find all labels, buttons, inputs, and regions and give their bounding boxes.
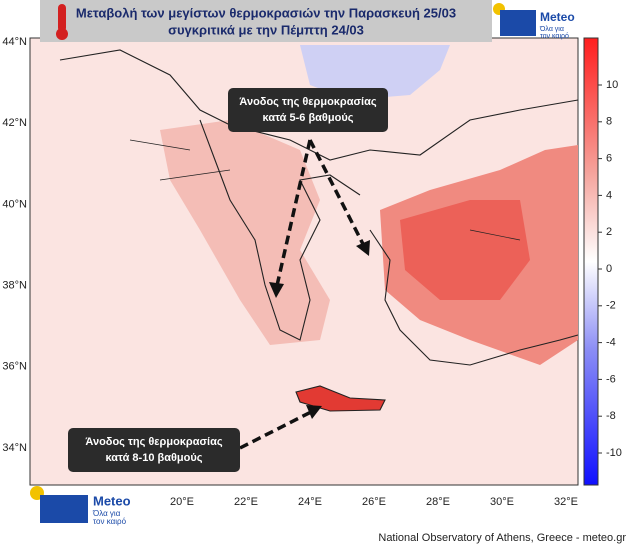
lon-label: 22°E xyxy=(234,496,258,508)
arrow xyxy=(308,139,367,249)
arrowhead xyxy=(356,240,370,256)
lon-label: 24°E xyxy=(298,496,322,508)
colorbar-label: 4 xyxy=(606,189,612,201)
arrow xyxy=(239,408,316,450)
colorbar-label: 6 xyxy=(606,153,612,165)
crete-hot xyxy=(296,386,385,411)
colorbar-label: -4 xyxy=(606,337,616,349)
footer: National Observatory of Athens, Greece -… xyxy=(378,532,626,544)
lon-label: 20°E xyxy=(170,496,194,508)
crete xyxy=(295,385,386,412)
arrowhead xyxy=(269,282,284,298)
logo-tagline: Όλα για xyxy=(539,26,564,33)
lon-label: 32°E xyxy=(554,496,578,508)
colorbar-label: -2 xyxy=(606,300,616,312)
arrow xyxy=(274,139,312,291)
colorbar-ticks: 10 8 6 4 2 0 -2 -4 -6 -8 -10 xyxy=(598,79,622,459)
lat-label: 34°N xyxy=(2,442,27,454)
colorbar-label: 8 xyxy=(606,116,612,128)
colorbar xyxy=(583,37,599,486)
thermometer-icon xyxy=(56,4,68,40)
lat-label: 42°N xyxy=(2,117,27,129)
lon-label: 26°E xyxy=(362,496,386,508)
colorbar-label: 0 xyxy=(606,263,612,275)
logo: Meteo Όλα για τον καιρό xyxy=(493,3,575,40)
lon-label: 30°E xyxy=(490,496,514,508)
lon-labels: 20°E 22°E 24°E 26°E 28°E 30°E 32°E xyxy=(170,496,578,508)
annotation: Άνοδος της θερμοκρασίας xyxy=(85,436,222,448)
title: συγκριτικά με την Πέμπτη 24/03 xyxy=(168,22,364,37)
lon-label: 28°E xyxy=(426,496,450,508)
lat-label: 40°N xyxy=(2,198,27,210)
coastline xyxy=(59,49,579,161)
lat-label: 38°N xyxy=(2,280,27,292)
border xyxy=(129,139,521,241)
logo-tagline: τον καιρό xyxy=(93,517,127,526)
colorbar-label: 10 xyxy=(606,79,618,91)
coastline xyxy=(199,119,361,341)
annotation: Άνοδος της θερμοκρασίας xyxy=(239,96,376,108)
lat-label: 44°N xyxy=(2,36,27,48)
lat-labels: 44°N 42°N 40°N 38°N 36°N 34°N xyxy=(2,36,27,454)
header-bg xyxy=(40,0,492,42)
title: Μεταβολή των μεγίστων θερμοκρασιών την Π… xyxy=(76,5,456,20)
logo-name: Meteo xyxy=(540,10,575,24)
annotation: κατά 5-6 βαθμούς xyxy=(263,112,354,124)
logo-tagline: τον καιρό xyxy=(540,32,569,40)
logo: Meteo Όλα για τον καιρό xyxy=(30,486,131,526)
logo-tagline: Όλα για xyxy=(92,509,121,518)
hot-area xyxy=(400,200,530,300)
logo-name: Meteo xyxy=(93,493,131,508)
colorbar-label: -10 xyxy=(606,447,622,459)
annotation-box xyxy=(68,428,240,472)
colorbar-label: -6 xyxy=(606,373,616,385)
colorbar-label: -8 xyxy=(606,410,616,422)
lat-label: 36°N xyxy=(2,361,27,373)
colorbar-label: 2 xyxy=(606,226,612,238)
annotation: κατά 8-10 βαθμούς xyxy=(105,452,202,464)
cool-area xyxy=(300,45,450,100)
map: 44°N 42°N 40°N 38°N 36°N 34°N 20°E 22°E 24°E 26°… xyxy=(2,36,579,508)
annotation-box xyxy=(228,88,388,132)
warm-area xyxy=(160,120,330,345)
coastline xyxy=(369,229,579,366)
arrowhead xyxy=(306,405,322,419)
